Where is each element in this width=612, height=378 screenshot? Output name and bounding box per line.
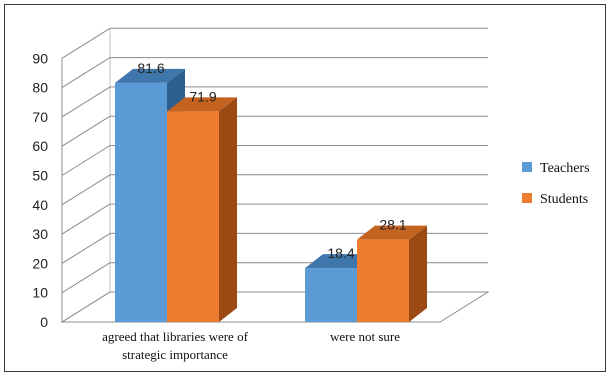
legend-swatch bbox=[522, 193, 532, 203]
bar-side bbox=[219, 97, 237, 322]
y-tick-label: 10 bbox=[32, 285, 48, 301]
y-tick-label: 60 bbox=[32, 138, 48, 154]
gridline-depth bbox=[61, 262, 111, 294]
category-label: agreed that libraries were of strategic i… bbox=[102, 329, 248, 362]
y-tick-label: 90 bbox=[32, 50, 48, 66]
gridline-depth bbox=[61, 115, 111, 147]
gridline-depth bbox=[61, 86, 111, 118]
bar-front bbox=[357, 239, 409, 322]
y-tick-label: 40 bbox=[32, 197, 48, 213]
bar-top bbox=[115, 68, 185, 83]
y-tick-label: 80 bbox=[32, 80, 48, 96]
gridline-depth bbox=[61, 57, 111, 89]
legend-swatch bbox=[522, 162, 532, 172]
bar-top bbox=[357, 225, 427, 240]
y-tick-label: 30 bbox=[32, 226, 48, 242]
gridline-depth bbox=[61, 145, 111, 176]
bar-front bbox=[167, 111, 219, 322]
data-labels: 81.6 71.9 18.4 28.1 bbox=[137, 60, 406, 261]
bar-students-1 bbox=[357, 225, 427, 322]
gridline-depth bbox=[61, 27, 111, 59]
bar-side bbox=[409, 225, 427, 322]
gridline-depth bbox=[61, 232, 111, 264]
legend: Teachers Students bbox=[522, 161, 590, 207]
data-label: 81.6 bbox=[137, 60, 164, 76]
y-tick-label: 50 bbox=[32, 168, 48, 184]
bar-top bbox=[167, 97, 237, 112]
gridline-depth bbox=[61, 174, 111, 206]
legend-label: Teachers bbox=[540, 161, 590, 176]
bar-front bbox=[305, 268, 357, 322]
bar-front bbox=[115, 82, 167, 322]
y-axis: 0 10 20 30 40 50 60 70 80 90 bbox=[32, 50, 48, 330]
bar-students-0 bbox=[167, 97, 237, 322]
legend-item-teachers: Teachers bbox=[522, 161, 590, 176]
y-tick-label: 70 bbox=[32, 109, 48, 125]
legend-item-students: Students bbox=[522, 192, 588, 207]
legend-label: Students bbox=[540, 192, 588, 207]
category-labels: agreed that libraries were of strategic i… bbox=[102, 329, 400, 362]
data-label: 18.4 bbox=[327, 245, 354, 261]
gridline-depth bbox=[61, 203, 111, 235]
y-tick-label: 20 bbox=[32, 255, 48, 271]
data-label: 28.1 bbox=[379, 217, 406, 233]
data-label: 71.9 bbox=[189, 88, 216, 104]
y-tick-label: 0 bbox=[40, 314, 48, 330]
category-label: were not sure bbox=[330, 329, 400, 344]
bars bbox=[115, 68, 427, 322]
